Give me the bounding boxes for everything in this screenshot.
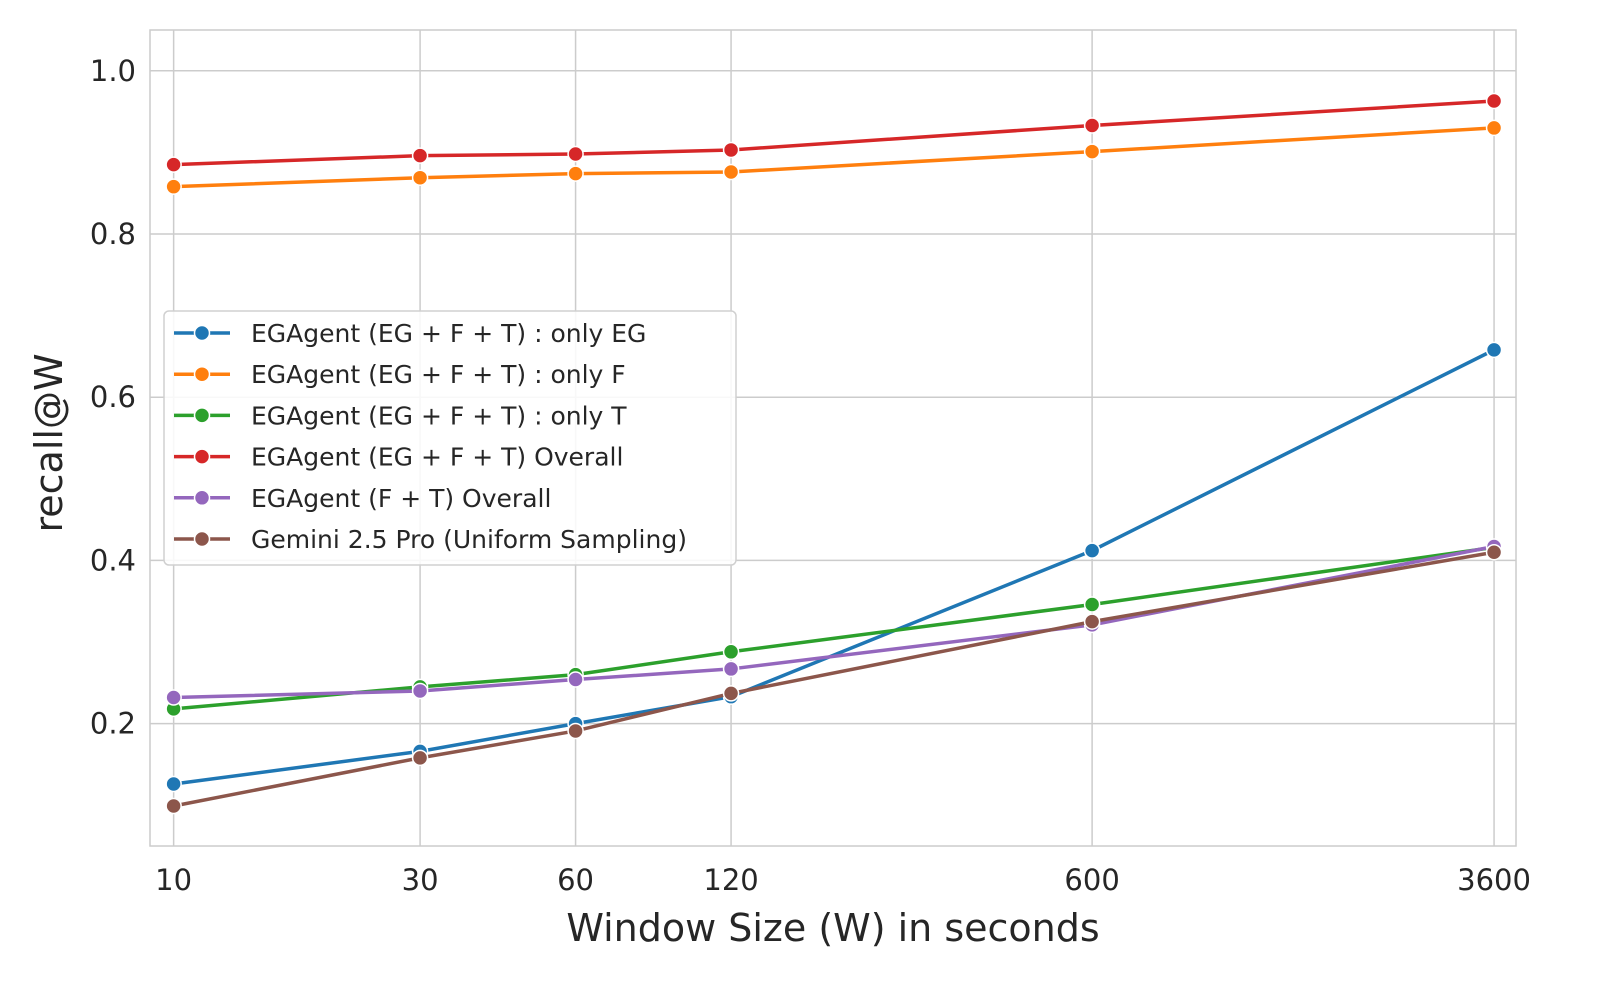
legend-label: EGAgent (EG + F + T) : only T bbox=[251, 401, 627, 430]
data-point bbox=[165, 156, 182, 173]
series-1 bbox=[165, 119, 1503, 195]
data-point bbox=[165, 178, 182, 195]
series-3 bbox=[165, 92, 1503, 173]
x-tick-label: 10 bbox=[155, 863, 192, 897]
legend-marker bbox=[193, 407, 211, 424]
data-point bbox=[1485, 119, 1503, 137]
legend-label: EGAgent (EG + F + T) : only EG bbox=[251, 319, 646, 348]
legend-marker bbox=[193, 489, 211, 507]
data-point bbox=[1083, 143, 1101, 160]
legend-label: EGAgent (EG + F + T) Overall bbox=[251, 443, 623, 472]
data-point bbox=[567, 671, 584, 688]
series-line bbox=[173, 99, 1495, 167]
y-tick-label: 0.8 bbox=[90, 217, 136, 251]
legend-label: EGAgent (F + T) Overall bbox=[251, 484, 551, 513]
data-point bbox=[722, 141, 740, 159]
legend-item: EGAgent (EG + F + T) : only T bbox=[174, 401, 627, 430]
data-point bbox=[567, 165, 584, 182]
data-point bbox=[411, 147, 429, 164]
x-axis-label: Window Size (W) in seconds bbox=[566, 906, 1099, 950]
data-point bbox=[1083, 613, 1101, 630]
y-tick-label: 0.6 bbox=[90, 380, 136, 414]
series-line bbox=[173, 550, 1495, 808]
y-tick-label: 1.0 bbox=[90, 54, 136, 88]
y-tick-label: 0.4 bbox=[90, 543, 136, 577]
data-point bbox=[1083, 596, 1101, 613]
data-point bbox=[165, 775, 182, 793]
series-line bbox=[173, 348, 1495, 786]
data-point bbox=[1485, 92, 1503, 110]
legend-marker bbox=[193, 365, 211, 383]
x-tick-label: 3600 bbox=[1457, 863, 1531, 897]
data-point bbox=[411, 169, 429, 186]
legend-box bbox=[163, 310, 737, 566]
data-point bbox=[1485, 543, 1503, 561]
series-line bbox=[173, 544, 1495, 700]
legend-label: Gemini 2.5 Pro (Uniform Sampling) bbox=[251, 525, 687, 554]
series-5 bbox=[165, 543, 1503, 815]
data-point bbox=[411, 682, 429, 700]
legend-marker bbox=[193, 530, 211, 548]
data-point bbox=[722, 685, 740, 702]
legend-marker bbox=[193, 448, 211, 465]
legend-label: EGAgent (EG + F + T) : only F bbox=[251, 360, 626, 389]
series-2 bbox=[165, 539, 1503, 718]
legend: EGAgent (EG + F + T) : only EG EGAgent (E… bbox=[163, 310, 737, 566]
x-tick-label: 30 bbox=[402, 863, 439, 897]
x-tick-label: 600 bbox=[1064, 863, 1119, 897]
data-point bbox=[722, 643, 740, 661]
series-line bbox=[173, 545, 1495, 711]
legend-item: EGAgent (EG + F + T) : only F bbox=[174, 360, 626, 389]
y-axis-label: recall@W bbox=[27, 353, 71, 532]
x-tick-label: 120 bbox=[703, 863, 758, 897]
x-tick-label: 60 bbox=[557, 863, 594, 897]
legend-item: EGAgent (EG + F + T) : only EG bbox=[174, 319, 646, 348]
y-tick-label: 0.2 bbox=[90, 707, 136, 741]
data-point bbox=[722, 660, 740, 678]
data-point bbox=[567, 145, 584, 163]
data-point bbox=[1083, 117, 1101, 134]
data-point bbox=[1485, 341, 1503, 359]
legend-item: EGAgent (F + T) Overall bbox=[174, 484, 551, 513]
legend-item: EGAgent (EG + F + T) Overall bbox=[174, 443, 623, 472]
legend-marker bbox=[193, 324, 211, 342]
data-point bbox=[567, 722, 584, 740]
data-point bbox=[165, 689, 182, 706]
data-point bbox=[722, 163, 740, 181]
data-point bbox=[165, 797, 182, 815]
series-line bbox=[173, 126, 1495, 189]
series-layer bbox=[165, 92, 1503, 815]
data-point bbox=[411, 749, 429, 767]
tick-labels: 10 30 60 120 600 3600 0.2 0.4 0.6 0.8 1.0 bbox=[90, 54, 1531, 897]
plot-frame bbox=[149, 29, 1517, 847]
data-point bbox=[1083, 542, 1101, 559]
legend-item: Gemini 2.5 Pro (Uniform Sampling) bbox=[174, 525, 687, 554]
